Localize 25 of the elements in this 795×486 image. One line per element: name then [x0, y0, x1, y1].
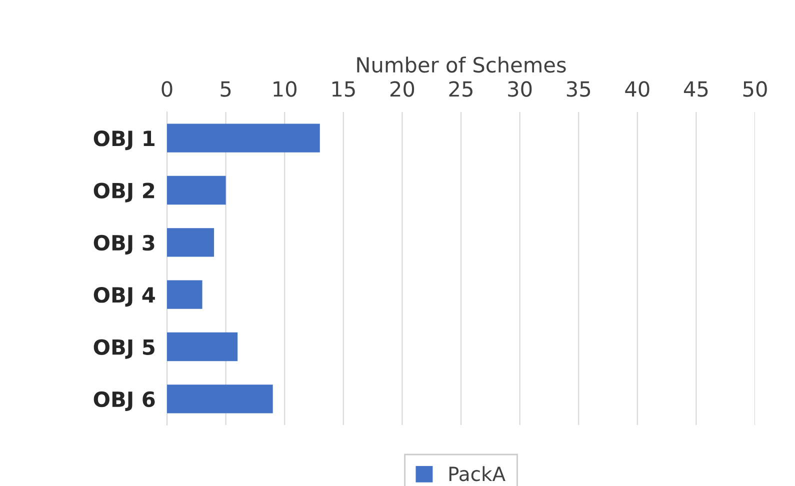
x-tick-label: 15 [332, 81, 355, 97]
x-tick-label: 5 [220, 81, 231, 97]
x-tick-label: 30 [508, 81, 532, 97]
y-tick-label: OBJ 4 [94, 287, 155, 307]
bar [167, 332, 238, 362]
y-tick-label: OBJ 2 [94, 182, 154, 202]
bar [167, 280, 202, 309]
y-tick-label: OBJ 5 [94, 339, 154, 359]
bar [167, 384, 273, 414]
x-tick-label: 10 [274, 81, 296, 97]
x-tick-label: 45 [684, 81, 708, 97]
x-tick-label: 50 [743, 81, 767, 97]
x-tick-label: 20 [390, 81, 414, 97]
y-tick-label: OBJ 6 [94, 391, 155, 411]
x-tick-label: 35 [566, 81, 590, 97]
x-tick-label: 25 [449, 81, 472, 97]
bar [167, 124, 320, 152]
y-tick-label: OBJ 1 [94, 130, 154, 150]
legend-label: PackA [449, 466, 506, 482]
y-tick-label: OBJ 3 [94, 234, 154, 254]
x-axis-title: Number of Schemes [357, 56, 566, 73]
x-tick-label: 0 [162, 81, 172, 97]
x-tick-label: 40 [625, 81, 650, 97]
bar [167, 228, 214, 257]
bar [167, 176, 226, 205]
